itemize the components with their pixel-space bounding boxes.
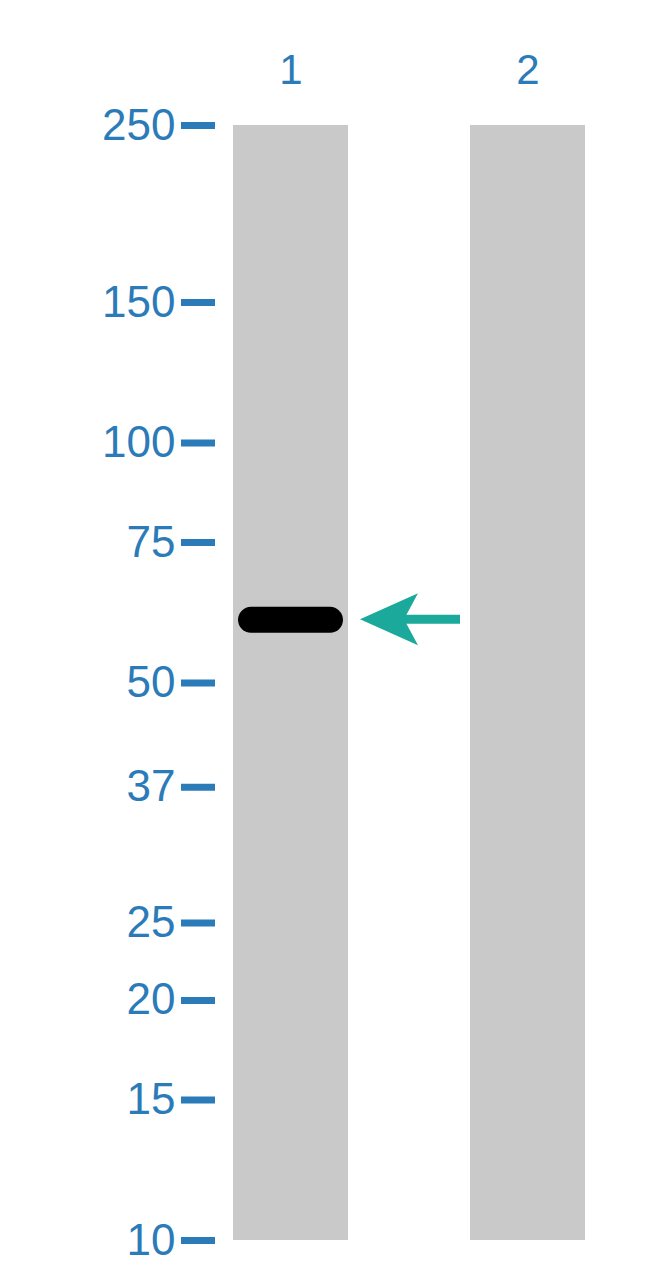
svg-text:150: 150 — [102, 277, 175, 326]
svg-text:37: 37 — [127, 761, 176, 810]
svg-text:25: 25 — [127, 897, 176, 946]
svg-text:250: 250 — [102, 100, 175, 149]
svg-text:15: 15 — [127, 1074, 176, 1123]
svg-text:10: 10 — [127, 1215, 176, 1264]
svg-text:2: 2 — [516, 46, 539, 93]
svg-text:75: 75 — [127, 517, 176, 566]
svg-text:1: 1 — [279, 46, 302, 93]
svg-text:50: 50 — [127, 657, 176, 706]
svg-text:20: 20 — [127, 974, 176, 1023]
svg-text:100: 100 — [102, 417, 175, 466]
